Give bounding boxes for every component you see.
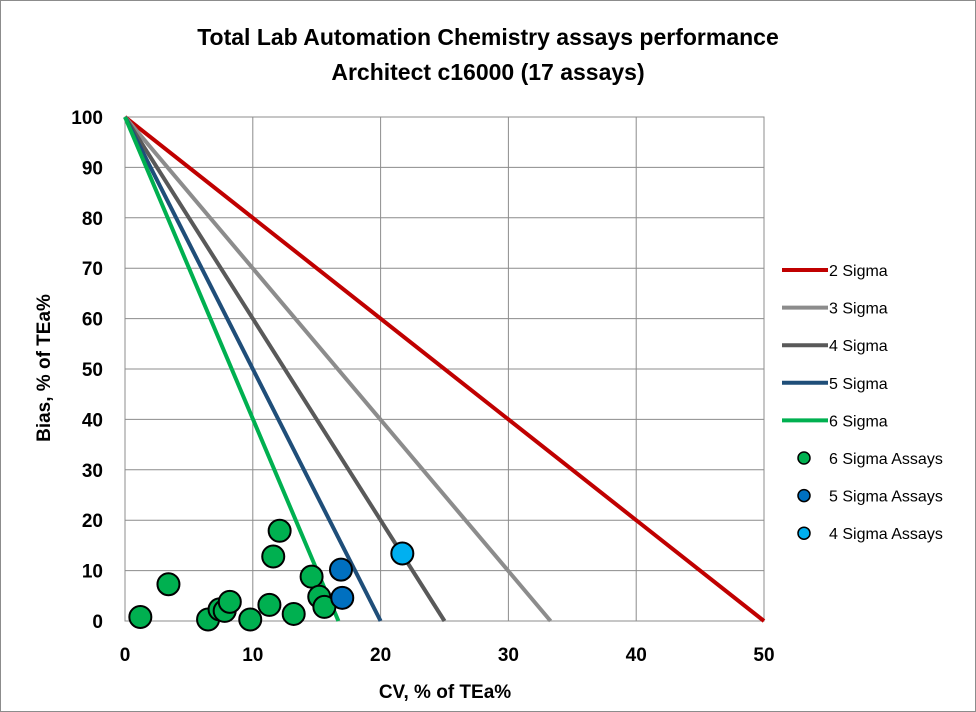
axis-ticks: 0 10 20 30 40 50 60 70 80 90 100 0 10 20 30 40 50 <box>71 108 774 666</box>
x-tick-label: 40 <box>626 645 647 666</box>
x-tick-label: 30 <box>498 645 519 666</box>
y-tick-label: 70 <box>82 259 103 280</box>
legend-label: 2 Sigma <box>829 263 888 280</box>
sigma-line-6-sigma <box>123 116 341 622</box>
legend-marker-swatch <box>797 451 811 465</box>
sigma-lines <box>123 115 766 623</box>
legend: 2 Sigma 3 Sigma 4 Sigma 5 Sigma 6 Sigma 6 Sig… <box>782 263 943 543</box>
sigma-line-3-sigma <box>123 115 553 623</box>
y-tick-label: 100 <box>71 108 103 129</box>
data-point-6-sigma-assays <box>261 544 286 569</box>
y-tick-label: 80 <box>82 209 103 230</box>
legend-marker-swatch <box>797 526 811 540</box>
data-point-6-sigma-assays <box>238 607 263 632</box>
legend-marker-swatch <box>797 488 811 503</box>
y-tick-label: 50 <box>82 360 103 381</box>
data-point-6-sigma-assays <box>267 518 292 543</box>
data-point-5-sigma-assays <box>330 585 355 610</box>
assay-points <box>128 518 415 632</box>
y-axis-label: Bias, % of TEa% <box>34 294 55 442</box>
sigma-line-4-sigma <box>123 115 447 623</box>
y-tick-label: 30 <box>82 461 103 482</box>
legend-label: 6 Sigma <box>829 413 888 430</box>
data-point-6-sigma-assays <box>217 589 242 614</box>
data-point-6-sigma-assays <box>257 592 282 617</box>
legend-label: 6 Sigma Assays <box>829 451 943 468</box>
y-tick-label: 40 <box>82 410 103 431</box>
y-tick-label: 60 <box>82 310 103 331</box>
legend-label: 5 Sigma <box>829 376 888 393</box>
y-tick-label: 0 <box>92 612 103 633</box>
data-point-5-sigma-assays <box>328 557 353 582</box>
legend-label: 3 Sigma <box>829 301 888 318</box>
data-point-6-sigma-assays <box>156 572 181 597</box>
x-tick-label: 10 <box>242 645 263 666</box>
x-axis-label: CV, % of TEa% <box>379 682 511 703</box>
data-point-6-sigma-assays <box>299 564 324 589</box>
x-tick-label: 20 <box>370 645 391 666</box>
x-tick-label: 50 <box>753 645 774 666</box>
legend-label: 4 Sigma Assays <box>829 526 943 543</box>
sigma-line-5-sigma <box>123 116 383 622</box>
chart-title-line-2: Architect c16000 (17 assays) <box>331 59 644 85</box>
y-tick-label: 10 <box>82 562 103 583</box>
data-point-4-sigma-assays <box>390 541 415 566</box>
data-point-6-sigma-assays <box>281 601 306 626</box>
x-tick-label: 0 <box>120 645 131 666</box>
y-tick-label: 90 <box>82 158 103 179</box>
y-tick-label: 20 <box>82 511 103 532</box>
data-point-6-sigma-assays <box>128 604 153 629</box>
legend-label: 4 Sigma <box>829 338 888 355</box>
sigma-line-2-sigma <box>123 115 766 623</box>
legend-label: 5 Sigma Assays <box>829 489 943 506</box>
chart-title-line-1: Total Lab Automation Chemistry assays pe… <box>197 24 779 50</box>
